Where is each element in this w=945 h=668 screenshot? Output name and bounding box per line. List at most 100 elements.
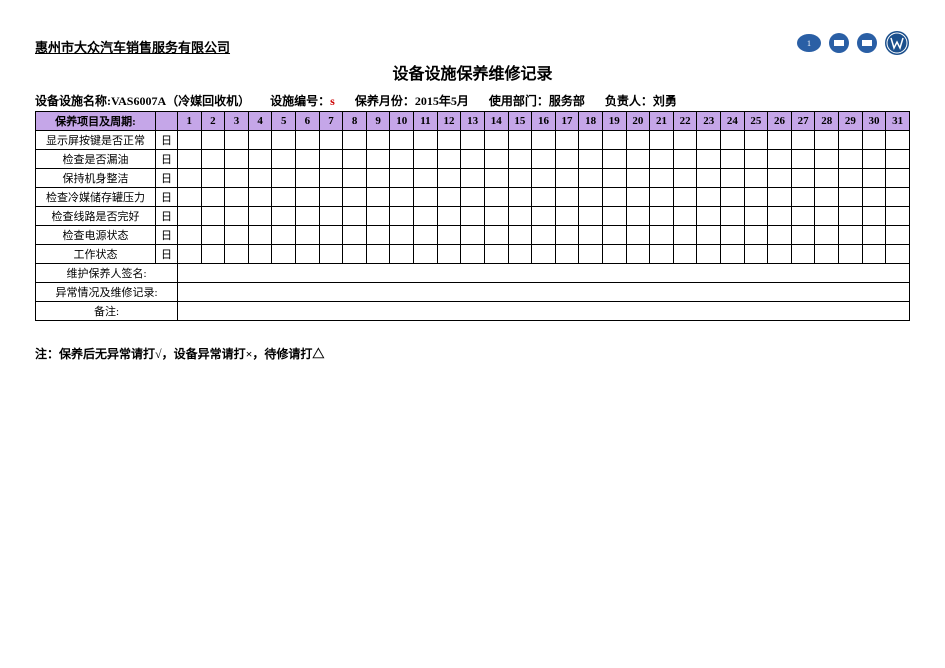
check-cell[interactable] bbox=[225, 207, 249, 226]
check-cell[interactable] bbox=[673, 226, 697, 245]
check-cell[interactable] bbox=[555, 207, 579, 226]
check-cell[interactable] bbox=[839, 188, 863, 207]
check-cell[interactable] bbox=[296, 131, 320, 150]
check-cell[interactable] bbox=[579, 188, 603, 207]
signature-area[interactable] bbox=[178, 264, 910, 283]
check-cell[interactable] bbox=[366, 245, 390, 264]
check-cell[interactable] bbox=[886, 131, 910, 150]
check-cell[interactable] bbox=[272, 131, 296, 150]
check-cell[interactable] bbox=[791, 131, 815, 150]
check-cell[interactable] bbox=[296, 207, 320, 226]
check-cell[interactable] bbox=[650, 226, 674, 245]
check-cell[interactable] bbox=[201, 207, 225, 226]
check-cell[interactable] bbox=[721, 169, 745, 188]
check-cell[interactable] bbox=[437, 188, 461, 207]
check-cell[interactable] bbox=[296, 188, 320, 207]
check-cell[interactable] bbox=[272, 169, 296, 188]
check-cell[interactable] bbox=[437, 245, 461, 264]
check-cell[interactable] bbox=[768, 226, 792, 245]
check-cell[interactable] bbox=[484, 150, 508, 169]
check-cell[interactable] bbox=[721, 245, 745, 264]
check-cell[interactable] bbox=[768, 188, 792, 207]
check-cell[interactable] bbox=[697, 131, 721, 150]
check-cell[interactable] bbox=[366, 150, 390, 169]
check-cell[interactable] bbox=[248, 150, 272, 169]
check-cell[interactable] bbox=[319, 188, 343, 207]
check-cell[interactable] bbox=[768, 131, 792, 150]
check-cell[interactable] bbox=[343, 131, 367, 150]
check-cell[interactable] bbox=[886, 245, 910, 264]
check-cell[interactable] bbox=[673, 131, 697, 150]
check-cell[interactable] bbox=[602, 169, 626, 188]
check-cell[interactable] bbox=[532, 131, 556, 150]
check-cell[interactable] bbox=[178, 188, 202, 207]
check-cell[interactable] bbox=[414, 131, 438, 150]
check-cell[interactable] bbox=[319, 226, 343, 245]
check-cell[interactable] bbox=[461, 169, 485, 188]
check-cell[interactable] bbox=[437, 131, 461, 150]
check-cell[interactable] bbox=[461, 245, 485, 264]
check-cell[interactable] bbox=[390, 245, 414, 264]
check-cell[interactable] bbox=[319, 245, 343, 264]
check-cell[interactable] bbox=[390, 131, 414, 150]
check-cell[interactable] bbox=[815, 150, 839, 169]
check-cell[interactable] bbox=[626, 150, 650, 169]
check-cell[interactable] bbox=[626, 226, 650, 245]
check-cell[interactable] bbox=[650, 207, 674, 226]
check-cell[interactable] bbox=[555, 131, 579, 150]
check-cell[interactable] bbox=[791, 245, 815, 264]
check-cell[interactable] bbox=[366, 131, 390, 150]
check-cell[interactable] bbox=[744, 131, 768, 150]
check-cell[interactable] bbox=[366, 169, 390, 188]
check-cell[interactable] bbox=[744, 169, 768, 188]
check-cell[interactable] bbox=[862, 150, 886, 169]
check-cell[interactable] bbox=[744, 207, 768, 226]
check-cell[interactable] bbox=[532, 226, 556, 245]
check-cell[interactable] bbox=[768, 150, 792, 169]
check-cell[interactable] bbox=[508, 226, 532, 245]
check-cell[interactable] bbox=[296, 245, 320, 264]
check-cell[interactable] bbox=[791, 226, 815, 245]
check-cell[interactable] bbox=[484, 226, 508, 245]
check-cell[interactable] bbox=[178, 150, 202, 169]
check-cell[interactable] bbox=[248, 207, 272, 226]
check-cell[interactable] bbox=[768, 245, 792, 264]
check-cell[interactable] bbox=[839, 150, 863, 169]
check-cell[interactable] bbox=[555, 245, 579, 264]
check-cell[interactable] bbox=[602, 207, 626, 226]
check-cell[interactable] bbox=[319, 150, 343, 169]
check-cell[interactable] bbox=[225, 226, 249, 245]
check-cell[interactable] bbox=[815, 188, 839, 207]
check-cell[interactable] bbox=[296, 150, 320, 169]
check-cell[interactable] bbox=[296, 169, 320, 188]
check-cell[interactable] bbox=[390, 169, 414, 188]
check-cell[interactable] bbox=[201, 226, 225, 245]
check-cell[interactable] bbox=[839, 245, 863, 264]
check-cell[interactable] bbox=[839, 131, 863, 150]
check-cell[interactable] bbox=[673, 150, 697, 169]
check-cell[interactable] bbox=[414, 245, 438, 264]
check-cell[interactable] bbox=[414, 169, 438, 188]
check-cell[interactable] bbox=[579, 226, 603, 245]
check-cell[interactable] bbox=[626, 169, 650, 188]
check-cell[interactable] bbox=[225, 245, 249, 264]
check-cell[interactable] bbox=[815, 226, 839, 245]
check-cell[interactable] bbox=[650, 245, 674, 264]
check-cell[interactable] bbox=[673, 169, 697, 188]
check-cell[interactable] bbox=[437, 150, 461, 169]
check-cell[interactable] bbox=[886, 188, 910, 207]
check-cell[interactable] bbox=[862, 131, 886, 150]
check-cell[interactable] bbox=[697, 245, 721, 264]
check-cell[interactable] bbox=[815, 131, 839, 150]
check-cell[interactable] bbox=[839, 169, 863, 188]
check-cell[interactable] bbox=[201, 131, 225, 150]
check-cell[interactable] bbox=[508, 245, 532, 264]
check-cell[interactable] bbox=[555, 169, 579, 188]
check-cell[interactable] bbox=[319, 131, 343, 150]
check-cell[interactable] bbox=[437, 226, 461, 245]
check-cell[interactable] bbox=[201, 245, 225, 264]
check-cell[interactable] bbox=[343, 226, 367, 245]
check-cell[interactable] bbox=[626, 131, 650, 150]
check-cell[interactable] bbox=[178, 169, 202, 188]
check-cell[interactable] bbox=[461, 150, 485, 169]
